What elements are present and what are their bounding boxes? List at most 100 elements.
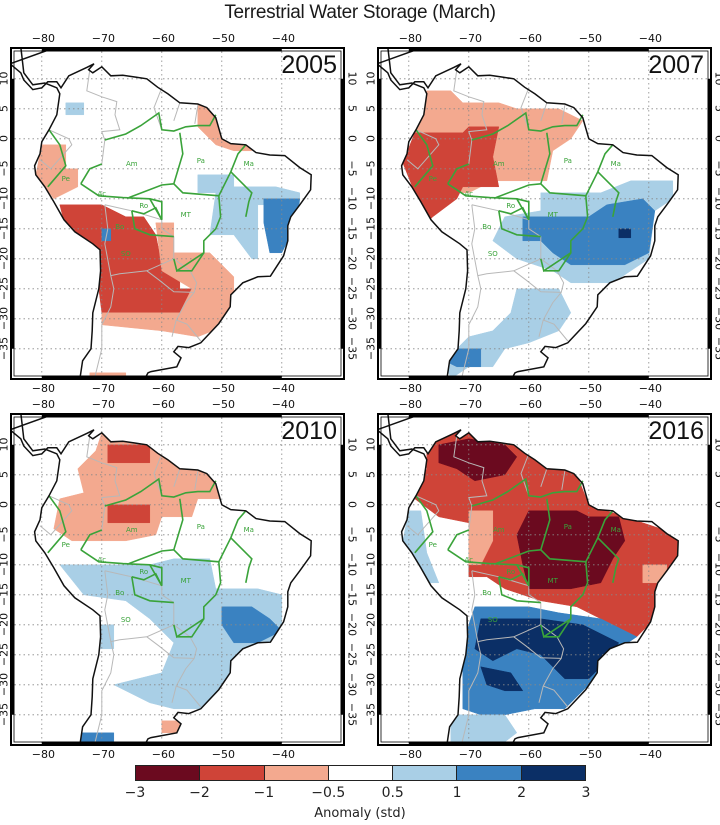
lat-tick-label-right: −10: [345, 552, 359, 576]
lat-tick-label-right: −30: [712, 306, 720, 330]
region-border: [447, 529, 470, 551]
coastline: [377, 47, 679, 380]
lon-tick-label-bottom: −70: [91, 748, 116, 761]
colorbar-bin: [136, 766, 201, 780]
region-label: Ma: [611, 160, 621, 168]
lon-tick-label-top: −80: [398, 32, 423, 45]
country-border: [471, 570, 542, 643]
country-border: [406, 495, 440, 536]
colorbar-title: Anomaly (std): [314, 806, 406, 821]
region-label: MT: [548, 211, 559, 219]
colorbar-bin: [264, 766, 329, 780]
lat-tick-label-right: −5: [712, 526, 720, 543]
map-svg: Am Pa Ma Pe Ac Ro MT Bo SO: [10, 47, 345, 380]
region-label: Ma: [244, 526, 254, 534]
lat-tick-label-left: −30: [0, 306, 11, 330]
region-label: SO: [488, 616, 498, 624]
region-label: SO: [121, 250, 131, 258]
country-border: [453, 69, 488, 165]
region-border: [498, 206, 530, 221]
lon-tick-label-top: −70: [458, 32, 483, 45]
anomaly-region: [221, 606, 283, 644]
lon-tick-label-top: −50: [578, 32, 603, 45]
colorbar-tick-label: −0.5: [311, 785, 346, 801]
region-label: Pa: [197, 157, 205, 165]
lat-tick-label-left: −35: [364, 336, 378, 360]
region-label: Pa: [564, 523, 572, 531]
region-border: [540, 132, 551, 185]
lat-tick-label-left: −5: [364, 160, 378, 177]
region-border: [516, 564, 530, 586]
coastline: [377, 413, 679, 746]
region-label: SO: [121, 616, 131, 624]
region-border: [447, 163, 470, 185]
colorbar-tick-label: 2: [517, 785, 527, 801]
region-label: Pe: [429, 175, 437, 183]
lat-tick-label-right: −15: [712, 582, 720, 606]
region-label: Ac: [98, 190, 107, 198]
region-border: [173, 183, 222, 273]
region-border: [173, 549, 222, 639]
lat-tick-label-right: −10: [712, 186, 720, 210]
lat-tick-label-left: 0: [0, 489, 11, 519]
country-border: [171, 685, 177, 703]
lon-tick-label-top: −70: [91, 32, 116, 45]
region-border: [176, 618, 205, 638]
country-border: [406, 129, 440, 170]
colorbar-bin: [393, 766, 458, 780]
lat-tick-label-right: −10: [345, 186, 359, 210]
country-border: [538, 319, 544, 337]
lat-tick-label-right: −5: [345, 160, 359, 177]
anomaly-region: [468, 510, 494, 566]
region-border: [149, 198, 163, 220]
lat-tick-label-left: 0: [364, 500, 378, 508]
lat-tick-label-left: −20: [364, 612, 378, 636]
lat-tick-label-left: −20: [0, 612, 11, 636]
country-border: [542, 658, 562, 687]
country-border: [542, 292, 562, 321]
region-border: [543, 252, 572, 272]
lat-tick-label-left: −15: [0, 216, 11, 240]
region-label: Ma: [611, 526, 621, 534]
panel-year-label: 2007: [648, 51, 704, 79]
region-border: [47, 495, 67, 554]
anomaly-region: [197, 174, 301, 260]
region-border: [597, 171, 620, 217]
region-border: [80, 183, 163, 221]
country-border: [538, 685, 544, 703]
lat-tick-label-left: 5: [0, 93, 11, 123]
region-border: [80, 163, 103, 185]
lon-tick-label-bottom: −40: [271, 382, 296, 395]
lon-tick-label-bottom: −60: [518, 748, 543, 761]
lon-tick-label-bottom: −70: [458, 382, 483, 395]
lat-tick-label-right: −35: [345, 336, 359, 360]
country-border: [173, 102, 181, 121]
lon-tick-label-bottom: −80: [31, 382, 56, 395]
colorbar-tick-label: 0.5: [381, 785, 404, 801]
lat-tick-label-right: 0: [345, 500, 359, 508]
lat-tick-label-right: −30: [345, 306, 359, 330]
lat-tick-label-left: −25: [0, 276, 11, 300]
colorbar-tick-label: −2: [189, 785, 210, 801]
lat-tick-label-right: −25: [712, 642, 720, 666]
country-border: [93, 641, 115, 746]
map-panel-2005: Am Pa Ma Pe Ac Ro MT Bo SO 2005: [10, 47, 345, 380]
region-border: [471, 111, 584, 141]
region-border: [498, 572, 530, 587]
region-border: [498, 210, 541, 238]
lat-tick-label-left: 10: [0, 437, 11, 452]
region-border: [540, 498, 551, 551]
lon-tick-label-top: −80: [31, 32, 56, 45]
lat-tick-label-left: 10: [0, 71, 11, 86]
lat-tick-label-right: 5: [345, 104, 359, 112]
lat-tick-label-left: −5: [0, 526, 11, 543]
anomaly-region: [516, 510, 626, 590]
colorbar-tick-label: −3: [124, 785, 146, 801]
region-border: [447, 183, 530, 221]
region-border: [131, 572, 163, 587]
lat-tick-label-right: 10: [345, 71, 359, 86]
lon-tick-label-top: −60: [151, 398, 176, 411]
lat-tick-label-left: −25: [364, 642, 378, 666]
lat-tick-label-right: −5: [345, 526, 359, 543]
region-label: MT: [548, 577, 559, 585]
